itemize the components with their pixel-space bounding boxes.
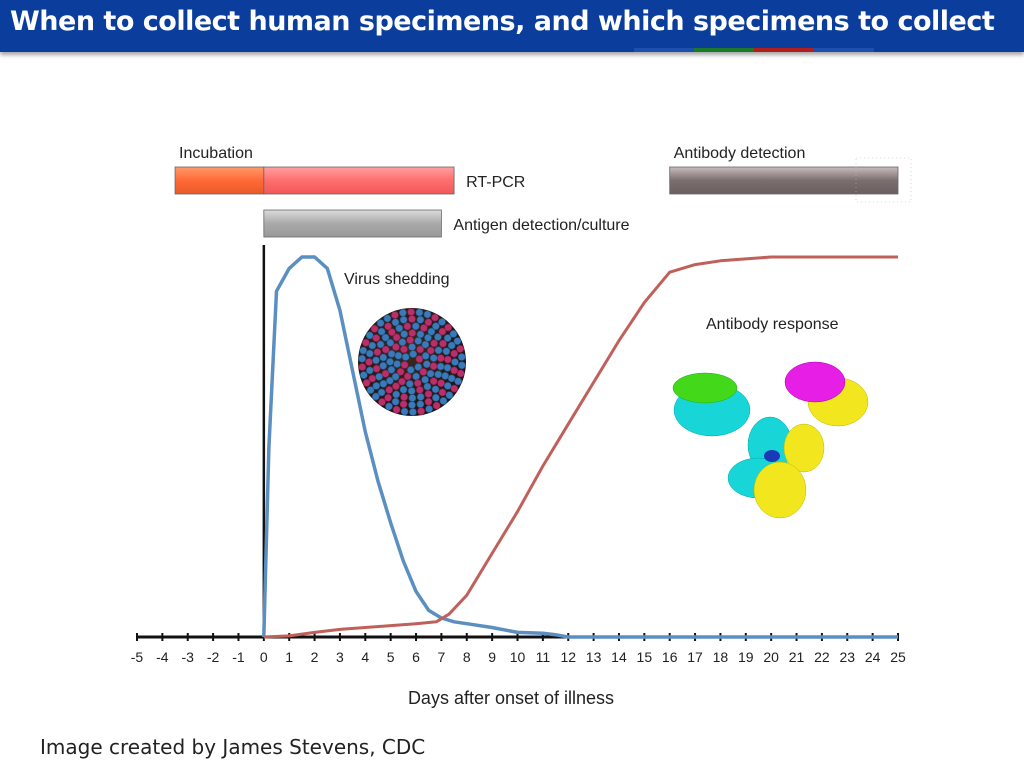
x-axis-label: Days after onset of illness: [408, 688, 614, 708]
x-tick-label: 20: [763, 649, 779, 665]
x-tick-label: 6: [412, 649, 420, 665]
x-tick-label: 18: [713, 649, 729, 665]
annotation-virus-shedding: Virus shedding: [344, 271, 450, 288]
bar-label: Antibody detection: [674, 145, 806, 162]
x-tick-label: 4: [361, 649, 369, 665]
x-tick-label: -4: [156, 649, 169, 665]
x-tick-label: 14: [611, 649, 627, 665]
x-tick-label: 0: [260, 649, 268, 665]
bar-antibody-detection: [669, 166, 899, 195]
title-bar: When to collect human specimens, and whi…: [0, 0, 1024, 52]
x-tick-label: 3: [336, 649, 344, 665]
x-tick-label: 9: [488, 649, 496, 665]
series-line-antibody-response: [263, 255, 898, 639]
x-tick-label: 21: [789, 649, 805, 665]
x-axis: -5 -4 -3 -2 -1 0 1 2 3 4 5 6 7 8 9 10 11 12 13 14 15 16 17 18 19…: [131, 633, 906, 665]
x-tick-label: -3: [182, 649, 195, 665]
x-tick-label: -2: [207, 649, 220, 665]
x-tick-label: 11: [536, 649, 551, 665]
x-tick-label: 23: [839, 649, 855, 665]
x-tick-label: 25: [890, 649, 906, 665]
x-tick-label: 24: [865, 649, 881, 665]
x-tick-label: 15: [637, 649, 653, 665]
bar-label: Incubation: [179, 145, 253, 162]
bar-rt-pcr: [263, 166, 455, 195]
series-line-virus-shedding: [262, 255, 898, 639]
x-tick-label: 5: [387, 649, 395, 665]
dotted-decoration: [855, 157, 912, 203]
x-tick-label: 13: [586, 649, 602, 665]
x-tick-label: -1: [232, 649, 245, 665]
x-tick-label: 17: [687, 649, 703, 665]
x-tick-label: -5: [131, 649, 144, 665]
x-tick-label: 10: [510, 649, 526, 665]
page-title: When to collect human specimens, and whi…: [10, 6, 995, 37]
bar-label: Antigen detection/culture: [453, 217, 629, 234]
virus-particle-image: [358, 308, 466, 416]
bar-antigen-detection-culture: [263, 209, 442, 238]
x-tick-label: 1: [285, 649, 293, 665]
x-tick-label: 7: [438, 649, 446, 665]
image-credit: Image created by James Stevens, CDC: [40, 735, 426, 759]
x-tick-label: 22: [814, 649, 830, 665]
method-bars: [174, 166, 899, 238]
title-bar-accent: [634, 48, 874, 52]
bar-incubation: [174, 166, 265, 195]
antibody-molecule-image: [672, 361, 869, 519]
x-tick-label: 8: [463, 649, 471, 665]
x-tick-label: 19: [738, 649, 754, 665]
x-tick-label: 12: [560, 649, 576, 665]
bar-label: RT-PCR: [466, 174, 525, 191]
x-tick-label: 2: [311, 649, 319, 665]
x-tick-label: 16: [662, 649, 678, 665]
annotation-antibody-response: Antibody response: [706, 316, 839, 333]
method-bar-labels: Incubation RT-PCR Antigen detection/cultur…: [179, 145, 805, 234]
